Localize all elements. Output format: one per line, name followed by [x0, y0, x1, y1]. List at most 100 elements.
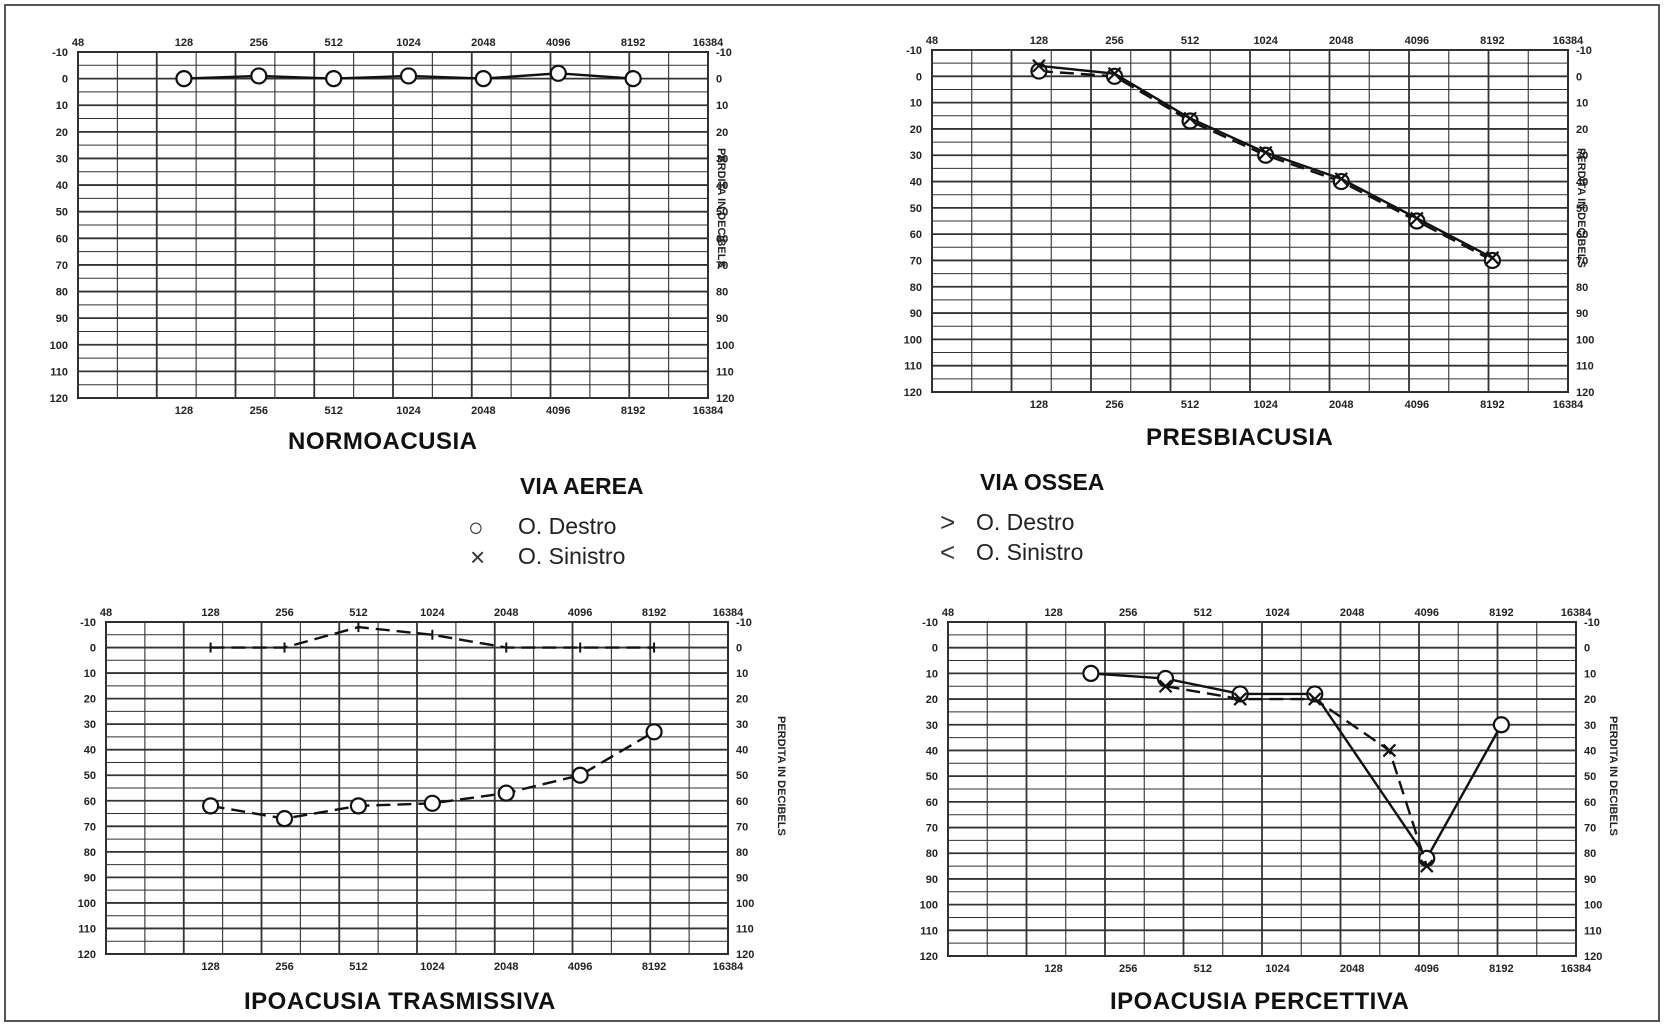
y-tick-label-right: 30: [1584, 720, 1596, 732]
cross-stroke: [1183, 111, 1197, 126]
x-tick-label-bottom: 16384: [1561, 963, 1592, 975]
y-tick-label-left: 100: [50, 340, 68, 352]
data-point-cross: [1258, 145, 1273, 160]
y-tick-label-right: 30: [716, 153, 728, 165]
y-tick-label-left: 30: [910, 150, 922, 162]
y-tick-label-right: 110: [716, 366, 734, 378]
y-tick-label-right: 120: [1584, 951, 1602, 963]
y-tick-label-right: 120: [1576, 387, 1594, 399]
x-tick-label-bottom: 512: [349, 961, 367, 973]
y-tick-label-left: 60: [56, 233, 68, 245]
x-tick-label-top: 16384: [713, 607, 744, 619]
y-tick-label-right: 0: [736, 643, 742, 655]
cross-stroke: [1382, 743, 1397, 758]
y-tick-label-right: 20: [1576, 124, 1588, 136]
x-tick-label-bottom: 256: [250, 405, 268, 417]
y-tick-label-left: 100: [920, 900, 938, 912]
x-tick-label-top: 512: [1181, 35, 1199, 47]
y-tick-label-right: 10: [736, 668, 748, 680]
x-tick-label-top: 4096: [1405, 35, 1429, 47]
legend-air-right-label: O. Destro: [518, 513, 617, 539]
cross-stroke: [1410, 211, 1424, 226]
y-axis-label: PERDITA IN DECIBELS: [1575, 148, 1587, 268]
y-tick-label-right: 110: [736, 923, 754, 935]
y-tick-label-left: 60: [926, 797, 938, 809]
x-tick-label-bottom: 8192: [621, 405, 645, 417]
y-tick-label-left: 110: [920, 925, 938, 937]
y-tick-label-right: 40: [1584, 745, 1596, 757]
y-tick-label-left: 30: [926, 720, 938, 732]
y-tick-label-left: 90: [84, 872, 96, 884]
data-point-circle: [250, 67, 268, 85]
y-tick-label-right: 100: [1576, 334, 1594, 346]
x-tick-label-bottom: 4096: [546, 405, 570, 417]
y-tick-label-left: 80: [926, 848, 938, 860]
y-tick-label-left: 0: [932, 643, 938, 655]
y-tick-label-left: 120: [50, 393, 68, 405]
y-tick-label-right: 110: [1576, 361, 1594, 373]
cross-stroke: [1334, 172, 1349, 186]
x-tick-label-bottom: 4096: [1415, 963, 1439, 975]
data-point-cross: [1107, 66, 1122, 81]
x-tick-label-bottom: 8192: [1489, 963, 1513, 975]
y-tick-label-left: 10: [84, 668, 96, 680]
cross-stroke: [1419, 859, 1434, 873]
x-tick-label-top: 2048: [471, 37, 495, 49]
y-tick-label-right: 100: [736, 898, 754, 910]
y-tick-label-left: 20: [56, 127, 68, 139]
cross-stroke: [1107, 66, 1122, 81]
x-tick-label-bottom: 16384: [1553, 399, 1584, 411]
y-tick-label-left: 50: [910, 203, 922, 215]
x-tick-label-top: 8192: [642, 607, 666, 619]
x-tick-label-top: 48: [926, 35, 938, 47]
data-point-circle: [275, 810, 294, 828]
y-tick-label-right: 60: [1576, 229, 1588, 241]
cross-stroke: [1308, 692, 1322, 706]
y-tick-label-left: 110: [904, 361, 922, 373]
y-tick-label-left: 90: [910, 308, 922, 320]
series-line: [1090, 672, 1503, 861]
x-tick-label-top: 1024: [420, 607, 445, 619]
y-tick-label-right: 70: [736, 821, 748, 833]
y-tick-label-right: 120: [716, 393, 734, 405]
data-point-circle: [571, 766, 589, 784]
chart-title-ipoacusia-percettiva: IPOACUSIA PERCETTIVA: [1110, 988, 1410, 1015]
y-tick-label-left: 30: [56, 153, 68, 165]
x-tick-label-top: 512: [1194, 607, 1212, 619]
y-tick-label-right: 100: [1584, 900, 1602, 912]
data-point-circle: [175, 70, 193, 88]
cross-stroke: [1233, 692, 1247, 706]
y-axis-label: PERDITA IN DECIBELS: [1607, 716, 1619, 836]
y-tick-label-left: 40: [84, 745, 96, 757]
chart-title-ipoacusia-trasmissiva: IPOACUSIA TRASMISSIVA: [244, 988, 556, 1015]
y-tick-label-left: 10: [910, 98, 922, 110]
legend-air-heading: VIA AEREA: [520, 473, 644, 499]
x-tick-label-bottom: 2048: [1329, 399, 1353, 411]
y-tick-label-left: 110: [50, 366, 68, 378]
x-tick-label-bottom: 4096: [1405, 399, 1429, 411]
y-axis-label: PERDITA IN DECIBELS: [775, 716, 787, 836]
y-tick-label-right: 50: [1584, 771, 1596, 783]
x-tick-label-top: 256: [250, 37, 268, 49]
y-tick-label-right: 40: [716, 180, 728, 192]
data-point-circle: [1082, 664, 1100, 682]
y-tick-label-left: 40: [926, 745, 938, 757]
y-tick-label-left: 90: [926, 874, 938, 886]
x-tick-label-top: 256: [1105, 35, 1123, 47]
y-tick-label-left: -10: [906, 45, 922, 57]
data-point-cross: [1334, 172, 1349, 186]
data-point-cross: [1410, 211, 1424, 226]
y-tick-label-left: -10: [922, 617, 938, 629]
less-than-marker-icon: <: [940, 537, 956, 567]
x-tick-label-bottom: 16384: [713, 961, 744, 973]
y-tick-label-left: 120: [78, 949, 96, 961]
x-tick-label-top: 16384: [1561, 607, 1592, 619]
data-point-cross: [1032, 59, 1046, 73]
y-axis-label: PERDITA IN DECIBELS: [715, 148, 727, 268]
cross-stroke: [1158, 679, 1173, 694]
x-tick-label-top: 2048: [1329, 35, 1353, 47]
y-tick-label-right: 50: [1576, 203, 1588, 215]
y-tick-label-right: 90: [1584, 874, 1596, 886]
x-tick-label-top: 2048: [1340, 607, 1364, 619]
